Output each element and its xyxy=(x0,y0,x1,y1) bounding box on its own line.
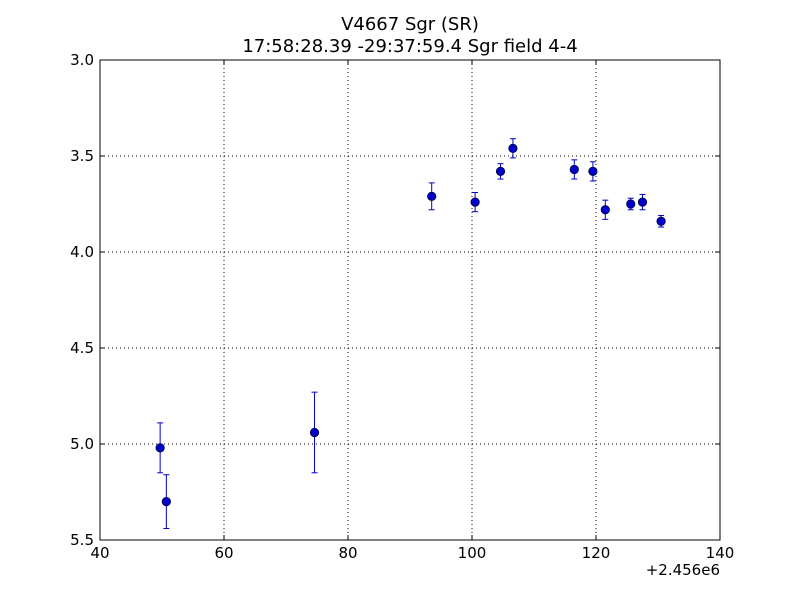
y-tick-label: 5.5 xyxy=(70,531,94,549)
y-tick-label: 4.5 xyxy=(70,339,94,357)
chart-subtitle: 17:58:28.39 -29:37:59.4 Sgr field 4-4 xyxy=(242,36,577,57)
data-point xyxy=(427,191,437,201)
x-tick-label: 140 xyxy=(706,544,735,562)
x-tick-label: 40 xyxy=(90,544,109,562)
data-point xyxy=(495,166,506,176)
data-point xyxy=(508,143,518,153)
y-tick-label: 5.0 xyxy=(70,435,94,453)
x-tick-label: 100 xyxy=(458,544,487,562)
x-tick-label: 80 xyxy=(338,544,357,562)
axis-ticks xyxy=(99,59,721,541)
x-tick-label: 120 xyxy=(582,544,611,562)
data-point xyxy=(569,164,579,175)
grid xyxy=(100,60,720,540)
chart-title: V4667 Sgr (SR) xyxy=(341,14,479,35)
data-point xyxy=(470,197,480,207)
y-tick-label: 3.0 xyxy=(70,51,94,69)
data-point xyxy=(161,496,171,507)
data-points xyxy=(155,138,666,529)
data-point xyxy=(626,199,636,209)
data-point xyxy=(637,197,648,207)
data-point xyxy=(600,205,610,215)
data-point xyxy=(309,427,320,438)
plot-frame xyxy=(99,59,721,541)
data-point xyxy=(155,443,165,453)
data-point xyxy=(656,216,666,226)
data-point xyxy=(588,166,598,176)
x-tick-label: 60 xyxy=(214,544,233,562)
y-tick-label: 4.0 xyxy=(70,243,94,261)
y-tick-label: 3.5 xyxy=(70,147,94,165)
tick-labels: 40 60 80 100 120 140 3.0 3.5 4.0 4.5 5.0 5.5 xyxy=(70,51,734,562)
x-offset-label: +2.456e6 xyxy=(646,561,720,579)
